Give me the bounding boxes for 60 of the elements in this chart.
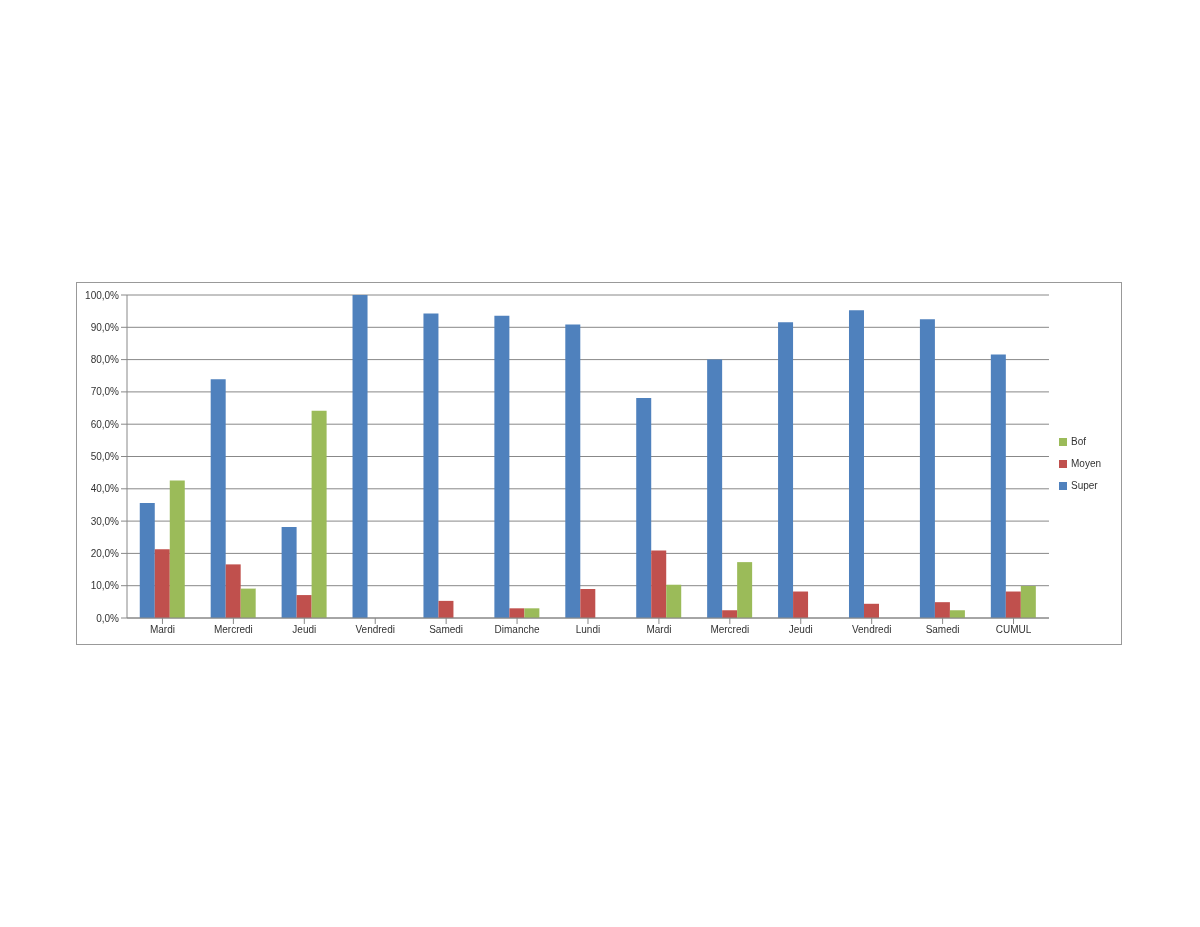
y-tick-label: 20,0% — [90, 547, 120, 559]
y-tick-label: 10,0% — [90, 580, 120, 592]
bar — [565, 324, 581, 618]
y-tick-label: 90,0% — [90, 321, 120, 333]
y-tick-label: 30,0% — [90, 515, 120, 527]
legend-label: Moyen — [1070, 457, 1101, 469]
bar — [949, 610, 965, 618]
y-tick-label: 50,0% — [90, 451, 120, 463]
bar — [1020, 586, 1036, 618]
bar — [494, 315, 510, 618]
x-tick-label: Vendredi — [851, 624, 892, 636]
bar — [722, 610, 738, 618]
bar — [169, 480, 185, 618]
x-tick-label: Mercredi — [213, 624, 253, 636]
x-tick-label: Jeudi — [788, 624, 813, 636]
bar — [438, 600, 454, 618]
legend-label: Super — [1070, 479, 1098, 491]
x-tick-label: Mardi — [646, 624, 672, 636]
x-tick-label: Samedi — [429, 624, 464, 636]
bar — [225, 564, 241, 618]
x-tick-label: Jeudi — [292, 624, 317, 636]
bar — [154, 549, 170, 618]
y-tick-label: 0,0% — [96, 612, 120, 624]
bar — [1005, 591, 1021, 618]
x-tick-label: Lundi — [575, 624, 601, 636]
bar — [423, 313, 439, 618]
bar — [919, 319, 935, 618]
bar — [863, 603, 879, 618]
bar — [636, 398, 652, 618]
bar — [848, 310, 864, 618]
bar — [934, 602, 950, 618]
bar — [139, 503, 155, 618]
bar — [524, 608, 540, 618]
bar — [580, 588, 596, 618]
x-tick-label: Vendredi — [355, 624, 395, 636]
bar — [990, 354, 1006, 618]
bar — [281, 526, 297, 618]
x-tick-label: Mardi — [149, 624, 175, 636]
bar — [707, 359, 723, 618]
y-tick-label: 60,0% — [90, 418, 120, 430]
bar — [778, 322, 794, 618]
bar — [509, 608, 525, 618]
y-tick-label: 100,0% — [85, 289, 120, 301]
bar — [651, 550, 667, 618]
y-tick-label: 70,0% — [90, 386, 120, 398]
bar — [296, 595, 312, 618]
x-tick-label: Dimanche — [494, 624, 541, 636]
bar — [210, 379, 226, 618]
bar — [793, 591, 809, 618]
bar — [352, 295, 368, 618]
bar — [311, 410, 327, 618]
y-tick-label: 40,0% — [90, 483, 120, 495]
x-tick-label: Samedi — [925, 624, 960, 636]
y-tick-label: 80,0% — [90, 354, 120, 366]
x-tick-label: Mercredi — [710, 624, 750, 636]
x-tick-label: CUMUL — [995, 624, 1032, 636]
bar — [666, 584, 682, 618]
legend-label: Bof — [1070, 435, 1086, 447]
bar — [737, 562, 753, 618]
bar — [240, 588, 256, 618]
